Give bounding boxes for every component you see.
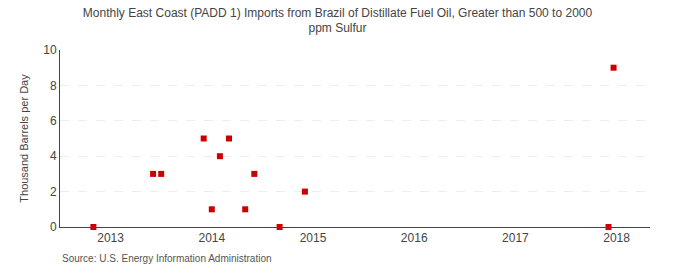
svg-text:6: 6 <box>50 114 57 128</box>
svg-text:10: 10 <box>43 43 57 57</box>
svg-text:Thousand Barrels per Day: Thousand Barrels per Day <box>18 74 30 203</box>
svg-text:4: 4 <box>50 149 57 163</box>
svg-text:2: 2 <box>50 185 57 199</box>
svg-text:8: 8 <box>50 79 57 93</box>
svg-text:0: 0 <box>50 220 57 234</box>
svg-text:2014: 2014 <box>198 231 225 245</box>
svg-text:2013: 2013 <box>97 231 124 245</box>
svg-text:2016: 2016 <box>401 231 428 245</box>
svg-text:2015: 2015 <box>300 231 327 245</box>
svg-text:2017: 2017 <box>502 231 529 245</box>
svg-text:2018: 2018 <box>603 231 630 245</box>
svg-text:Monthly East Coast (PADD 1) Im: Monthly East Coast (PADD 1) Imports from… <box>83 6 593 36</box>
svg-text:Source: U.S. Energy Informatio: Source: U.S. Energy Information Administ… <box>62 253 272 264</box>
